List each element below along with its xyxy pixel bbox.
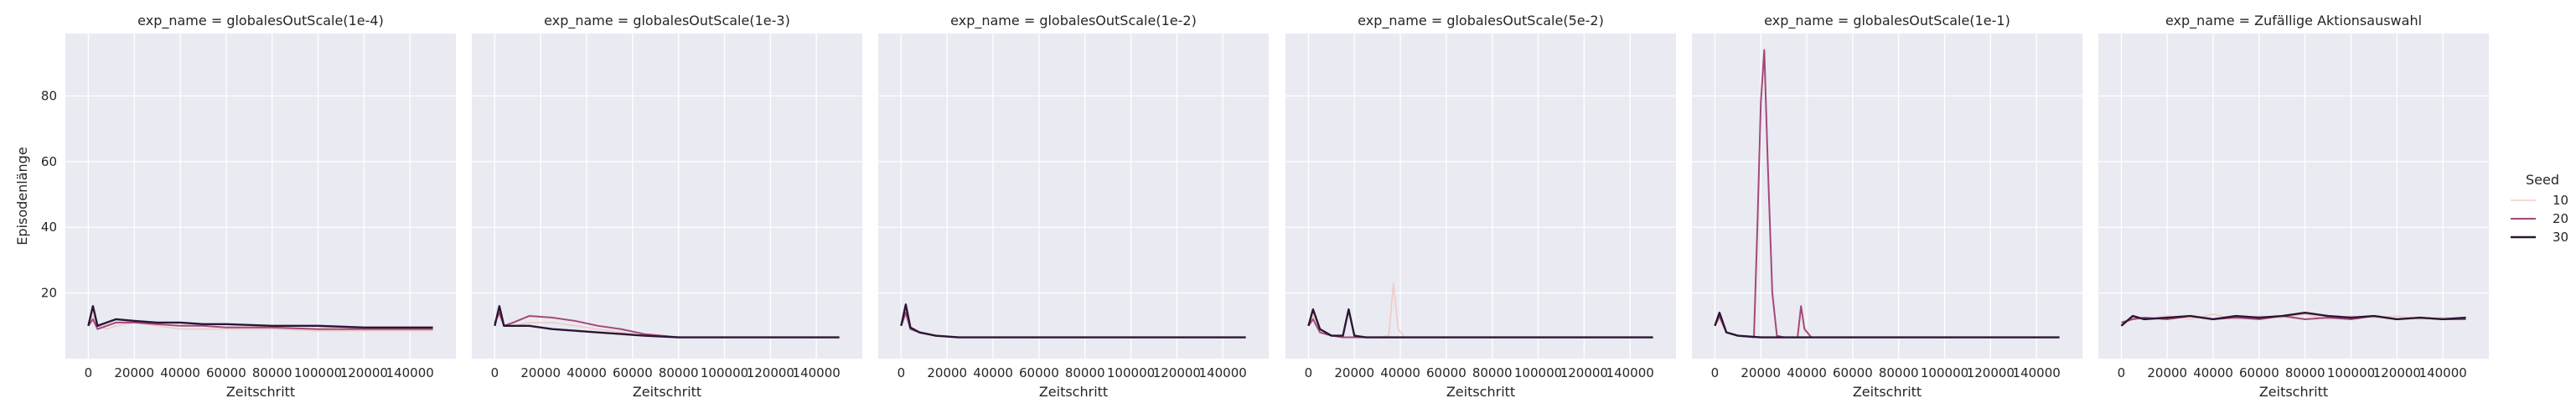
x-tick-label: 100000 xyxy=(294,365,342,380)
x-tick-label: 20000 xyxy=(520,365,561,380)
x-tick-label: 60000 xyxy=(1833,365,1873,380)
legend: Seed 10 20 30 xyxy=(2511,172,2568,245)
x-tick-label: 100000 xyxy=(701,365,748,380)
facet-panel-3: exp_name = globalesOutScale(1e-2) 0 20000 4… xyxy=(878,13,1269,400)
x-axis-label: Zeitschritt xyxy=(1853,384,1922,400)
x-tick-label: 100000 xyxy=(1921,365,1968,380)
x-tick-label: 100000 xyxy=(1107,365,1155,380)
plot-background xyxy=(878,34,1269,359)
x-tick-label: 20000 xyxy=(2147,365,2187,380)
plot-background xyxy=(1692,34,2082,359)
x-tick-label: 40000 xyxy=(566,365,607,380)
facet-panel-2: exp_name = globalesOutScale(1e-3) 0 20000 4… xyxy=(472,13,862,400)
legend-title: Seed xyxy=(2526,172,2559,188)
series-line-seed-30 xyxy=(1714,311,2060,339)
x-tick-label: 0 xyxy=(85,365,93,380)
x-tick-label: 60000 xyxy=(1019,365,1059,380)
x-tick-label: 140000 xyxy=(386,365,434,380)
y-tick-label: 60 xyxy=(41,154,57,169)
facet-panel-4: exp_name = globalesOutScale(5e-2) 0 20000 4… xyxy=(1285,13,1676,400)
x-tick-label: 120000 xyxy=(2373,365,2421,380)
series-line-seed-30 xyxy=(87,305,433,328)
x-tick-label: 140000 xyxy=(1606,365,1654,380)
x-tick-label: 140000 xyxy=(1199,365,1247,380)
x-tick-label: 100000 xyxy=(1514,365,1562,380)
facet-title: exp_name = Zufällige Aktionsauswahl xyxy=(2165,13,2422,29)
x-tick-label: 20000 xyxy=(927,365,967,380)
series-line-seed-10 xyxy=(87,315,433,332)
facet-panel-6: exp_name = Zufällige Aktionsauswahl 0 2000… xyxy=(2098,13,2489,400)
facet-title: exp_name = globalesOutScale(1e-3) xyxy=(544,13,790,29)
x-tick-label: 0 xyxy=(2118,365,2126,380)
x-tick-label: 120000 xyxy=(1967,365,2015,380)
plot-background xyxy=(472,34,862,359)
x-axis-label: Zeitschritt xyxy=(1446,384,1515,400)
y-tick-label: 20 xyxy=(41,286,57,301)
x-tick-label: 140000 xyxy=(793,365,841,380)
x-tick-label: 100000 xyxy=(2327,365,2375,380)
x-tick-label: 40000 xyxy=(160,365,200,380)
x-tick-label: 60000 xyxy=(613,365,653,380)
x-tick-label: 140000 xyxy=(2013,365,2061,380)
x-tick-label: 120000 xyxy=(1560,365,1608,380)
x-tick-label: 0 xyxy=(1711,365,1720,380)
x-axis-label: Zeitschritt xyxy=(1039,384,1108,400)
x-tick-label: 120000 xyxy=(1153,365,1201,380)
facet-title: exp_name = globalesOutScale(5e-2) xyxy=(1358,13,1604,29)
legend-label-seed-10: 10 xyxy=(2553,193,2568,208)
x-tick-label: 80000 xyxy=(1472,365,1513,380)
x-tick-label: 80000 xyxy=(1065,365,1105,380)
facet-panel-5: exp_name = globalesOutScale(1e-1) 0 20000 4… xyxy=(1692,13,2082,400)
facet-panel-1: exp_name = globalesOutScale(1e-4) 0 20000 4… xyxy=(14,13,456,400)
facet-title: exp_name = globalesOutScale(1e-4) xyxy=(137,13,384,29)
x-tick-label: 40000 xyxy=(1380,365,1420,380)
facet-title: exp_name = globalesOutScale(1e-1) xyxy=(1764,13,2010,29)
x-axis-label: Zeitschritt xyxy=(633,384,701,400)
series-line-seed-30 xyxy=(900,303,1246,339)
x-tick-label: 60000 xyxy=(2239,365,2279,380)
plot-background xyxy=(1285,34,1676,359)
x-tick-label: 80000 xyxy=(659,365,699,380)
x-tick-label: 120000 xyxy=(747,365,794,380)
x-axis-label: Zeitschritt xyxy=(226,384,295,400)
x-tick-label: 60000 xyxy=(1426,365,1466,380)
x-tick-label: 140000 xyxy=(2419,365,2467,380)
facet-title: exp_name = globalesOutScale(1e-2) xyxy=(950,13,1197,29)
series-line-seed-30 xyxy=(494,305,840,339)
series-line-seed-30 xyxy=(1307,308,1653,339)
x-tick-label: 80000 xyxy=(252,365,292,380)
x-tick-label: 60000 xyxy=(206,365,246,380)
x-tick-label: 80000 xyxy=(2285,365,2325,380)
series-line-seed-20 xyxy=(87,318,433,330)
x-tick-label: 0 xyxy=(897,365,906,380)
x-tick-label: 80000 xyxy=(1879,365,1919,380)
y-axis-label: Episodenlänge xyxy=(14,147,30,245)
series-line-seed-10 xyxy=(2121,313,2466,323)
x-axis-label: Zeitschritt xyxy=(2259,384,2328,400)
plot-background xyxy=(65,34,456,359)
x-tick-label: 40000 xyxy=(1787,365,1827,380)
x-tick-label: 0 xyxy=(1305,365,1313,380)
plot-background xyxy=(2098,34,2489,359)
y-tick-label: 80 xyxy=(41,88,57,103)
x-tick-label: 120000 xyxy=(340,365,388,380)
y-tick-label: 40 xyxy=(41,220,57,235)
legend-label-seed-30: 30 xyxy=(2553,230,2568,245)
x-tick-label: 20000 xyxy=(1334,365,1374,380)
legend-label-seed-20: 20 xyxy=(2553,211,2568,226)
series-line-seed-30 xyxy=(2120,311,2466,327)
x-tick-label: 40000 xyxy=(2193,365,2233,380)
x-tick-label: 20000 xyxy=(1741,365,1781,380)
x-tick-label: 20000 xyxy=(114,365,154,380)
x-tick-label: 40000 xyxy=(973,365,1013,380)
x-tick-label: 0 xyxy=(491,365,499,380)
